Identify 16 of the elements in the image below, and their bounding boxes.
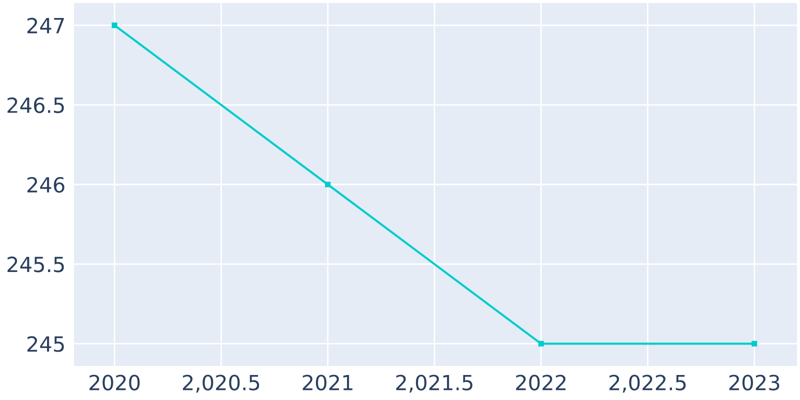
x-tick-label: 2020: [90, 374, 140, 390]
point: [752, 340, 758, 346]
point: [538, 340, 544, 346]
x-tick-label: 2023: [729, 374, 780, 390]
point: [325, 182, 331, 188]
y-tick-label: 246: [27, 176, 64, 193]
x-tick-label: 2,020.5: [182, 374, 260, 393]
y-tick-label: 247: [27, 18, 64, 34]
x-tick-label: 2022: [516, 374, 566, 390]
y-tick-label: 245: [27, 336, 64, 352]
y-tick-label: 246.5: [8, 97, 64, 114]
x-tick-label: 2,021.5: [396, 374, 472, 393]
x-tick-label: 2021: [302, 374, 352, 390]
y-tick-label: 245.5: [8, 256, 64, 272]
x-tick-label: 2,022.5: [609, 374, 686, 393]
point: [112, 22, 118, 28]
